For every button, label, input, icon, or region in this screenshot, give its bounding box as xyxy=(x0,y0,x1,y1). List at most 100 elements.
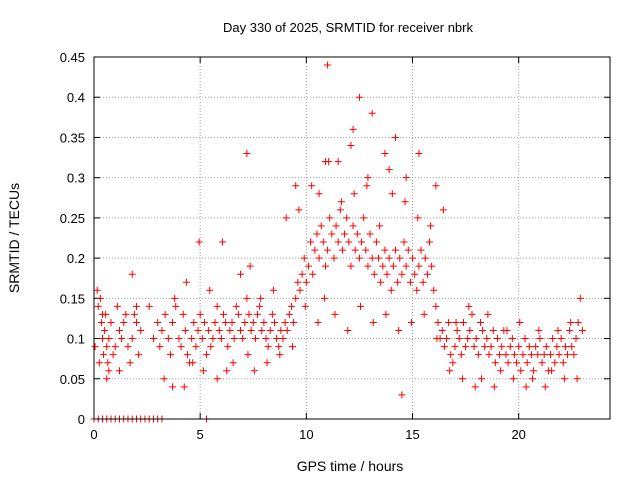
data-point xyxy=(413,286,421,294)
data-point xyxy=(120,318,128,326)
data-point xyxy=(279,335,287,343)
data-point xyxy=(457,351,465,359)
data-point xyxy=(311,246,319,254)
data-point xyxy=(258,327,266,335)
data-point xyxy=(149,335,157,343)
data-point xyxy=(445,318,453,326)
data-point xyxy=(188,335,196,343)
data-point xyxy=(331,310,339,318)
data-point xyxy=(198,335,206,343)
data-point xyxy=(554,327,562,335)
data-point xyxy=(392,246,400,254)
data-point xyxy=(498,343,506,351)
data-point xyxy=(93,286,101,294)
data-point xyxy=(98,310,106,318)
data-point xyxy=(420,310,428,318)
data-point xyxy=(180,383,188,391)
data-point xyxy=(385,166,393,174)
data-point xyxy=(128,270,136,278)
data-point xyxy=(189,359,197,367)
data-point xyxy=(304,262,312,270)
x-tick-label: 0 xyxy=(90,427,97,442)
data-point xyxy=(394,278,402,286)
data-point xyxy=(423,270,431,278)
data-point xyxy=(355,254,363,262)
data-point xyxy=(289,343,297,351)
y-axis-label: SRMTID / TECUs xyxy=(6,183,22,293)
data-point xyxy=(540,351,548,359)
data-point xyxy=(194,327,202,335)
data-point xyxy=(220,310,228,318)
data-point xyxy=(417,246,425,254)
data-point xyxy=(182,278,190,286)
data-point xyxy=(464,335,472,343)
data-point xyxy=(254,310,262,318)
data-point xyxy=(164,335,172,343)
data-point xyxy=(320,294,328,302)
data-point xyxy=(243,150,251,158)
data-point xyxy=(404,246,412,254)
data-point xyxy=(528,375,536,383)
data-point xyxy=(277,327,285,335)
data-point xyxy=(447,351,455,359)
data-point xyxy=(213,302,221,310)
data-point xyxy=(217,335,225,343)
data-point xyxy=(196,310,204,318)
data-point xyxy=(103,375,111,383)
data-point xyxy=(341,230,349,238)
data-point xyxy=(266,327,274,335)
data-point xyxy=(440,343,448,351)
data-point xyxy=(111,343,119,351)
data-point xyxy=(452,318,460,326)
data-point xyxy=(97,318,105,326)
data-point xyxy=(502,351,510,359)
data-point xyxy=(115,327,123,335)
data-point xyxy=(509,375,517,383)
data-point xyxy=(406,278,414,286)
data-point xyxy=(237,270,245,278)
data-point xyxy=(337,198,345,206)
data-point xyxy=(395,327,403,335)
data-point xyxy=(411,270,419,278)
data-point xyxy=(98,335,106,343)
data-point xyxy=(517,367,525,375)
data-point xyxy=(213,375,221,383)
data-point xyxy=(130,310,138,318)
data-point xyxy=(223,367,231,375)
y-tick-label: 0.4 xyxy=(67,90,85,105)
data-point xyxy=(349,222,357,230)
data-point xyxy=(296,286,304,294)
data-point xyxy=(330,254,338,262)
data-point xyxy=(414,214,422,222)
y-tick-label: 0.35 xyxy=(60,130,85,145)
data-point xyxy=(285,310,293,318)
data-point xyxy=(356,302,364,310)
data-point xyxy=(273,335,281,343)
data-point xyxy=(350,190,358,198)
data-point xyxy=(368,254,376,262)
data-point xyxy=(510,351,518,359)
data-point xyxy=(263,359,271,367)
data-point xyxy=(332,222,340,230)
data-point xyxy=(519,351,527,359)
data-point xyxy=(465,302,473,310)
data-points xyxy=(90,61,586,423)
data-point xyxy=(245,310,253,318)
data-point xyxy=(250,367,258,375)
data-point xyxy=(455,335,463,343)
data-point xyxy=(381,150,389,158)
data-point xyxy=(489,327,497,335)
data-point xyxy=(534,351,542,359)
data-point xyxy=(497,367,505,375)
data-point xyxy=(181,327,189,335)
data-point xyxy=(409,254,417,262)
data-point xyxy=(364,262,372,270)
data-point xyxy=(362,246,370,254)
data-point xyxy=(324,246,332,254)
data-point xyxy=(446,367,454,375)
data-point xyxy=(161,310,169,318)
data-point xyxy=(107,318,115,326)
data-point xyxy=(344,327,352,335)
data-point xyxy=(183,351,191,359)
data-point xyxy=(421,254,429,262)
